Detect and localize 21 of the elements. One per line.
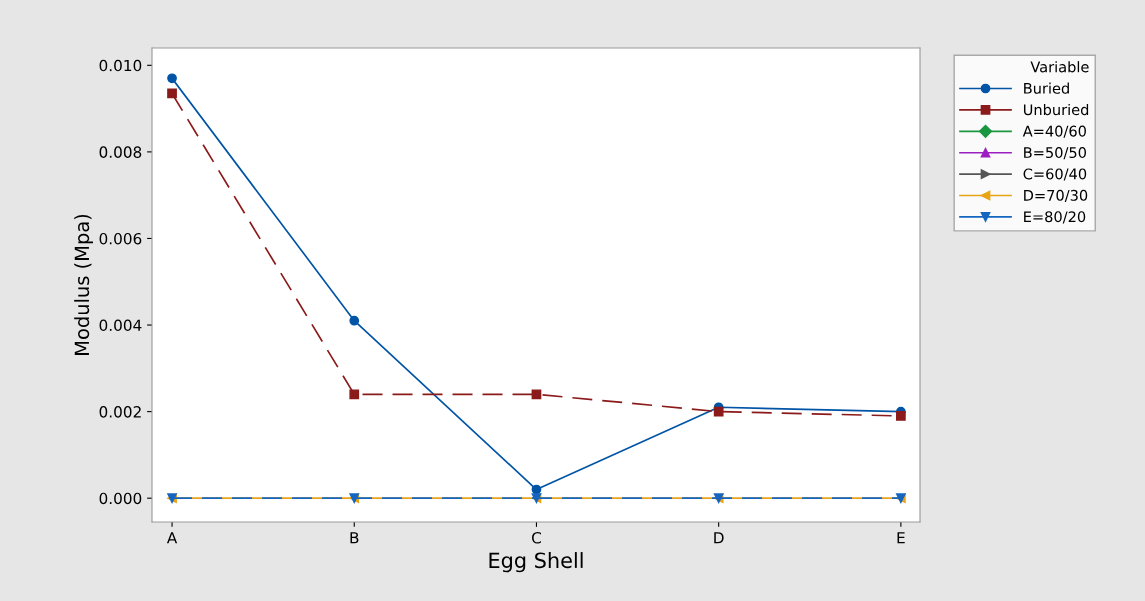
legend-label: B=50/50: [1024, 147, 1086, 160]
legend-label: Buried: [1024, 82, 1069, 94]
y-tick-label: 0.006: [99, 232, 142, 245]
y-tick-label: 0.000: [99, 492, 142, 505]
x-axis-title: Egg Shell: [489, 552, 583, 573]
y-tick-label: 0.002: [99, 406, 141, 418]
legend-label: D=70/30: [1024, 189, 1088, 202]
y-tick-label: 0.010: [99, 59, 142, 72]
x-tick-label: B: [350, 532, 359, 544]
y-tick-label: 0.004: [99, 319, 142, 332]
y-axis-title: Modulus (Mpa): [74, 214, 93, 355]
y-tick-label: 0.008: [99, 146, 142, 158]
legend-title: Variable: [1030, 61, 1089, 73]
legend-label: A=40/60: [1022, 125, 1086, 138]
legend-label: Unburied: [1023, 103, 1089, 116]
legend-label: C=60/40: [1023, 168, 1087, 181]
x-tick-label: A: [166, 532, 178, 544]
x-tick-label: D: [714, 532, 724, 544]
legend-label: E=80/20: [1024, 211, 1086, 224]
x-tick-label: E: [897, 532, 905, 544]
x-tick-label: C: [531, 531, 541, 544]
